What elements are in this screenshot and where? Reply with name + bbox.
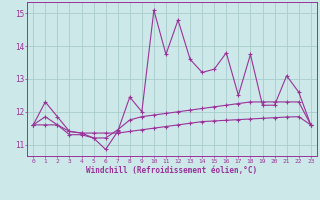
X-axis label: Windchill (Refroidissement éolien,°C): Windchill (Refroidissement éolien,°C) <box>86 166 258 175</box>
